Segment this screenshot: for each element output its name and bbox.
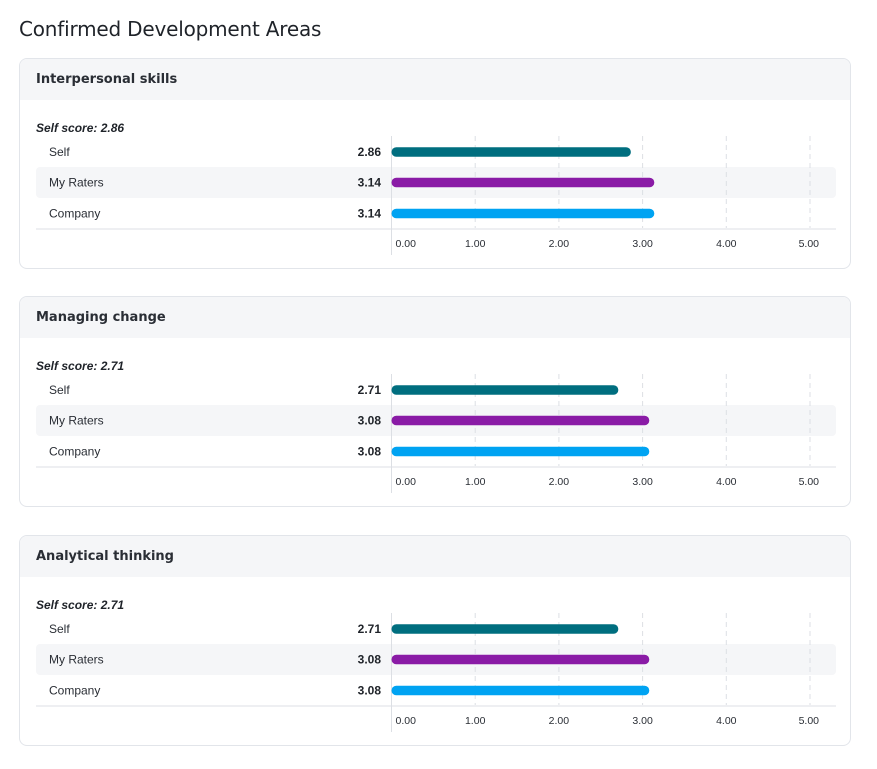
self-score-label: Self score: 2.71 — [36, 359, 124, 373]
tick-label: 4.00 — [716, 476, 737, 488]
row-value: 3.14 — [358, 207, 382, 221]
tick-label: 3.00 — [632, 238, 653, 250]
bar-company — [391, 685, 650, 696]
tick-label: 2.00 — [549, 238, 570, 250]
tick-label: 5.00 — [799, 715, 820, 727]
card-title: Managing change — [20, 297, 850, 338]
bar-self — [391, 147, 631, 157]
row-label: Company — [49, 684, 100, 698]
bar-company — [391, 446, 650, 457]
bar-company — [391, 208, 655, 219]
row-value: 3.08 — [358, 445, 382, 459]
tick-label: 1.00 — [465, 715, 486, 727]
bar-my-raters — [391, 415, 650, 426]
self-score-label: Self score: 2.86 — [36, 121, 124, 135]
score-chart: Self score: 2.71 Self 2.71 My Raters 3.08 Com… — [20, 338, 850, 506]
row-value: 3.08 — [358, 684, 382, 698]
row-label: My Raters — [49, 176, 104, 190]
score-chart-svg: Self score: 2.71 Self 2.71 My Raters 3.08 Com… — [36, 598, 836, 732]
row-value: 2.71 — [358, 383, 382, 397]
row-label: My Raters — [49, 414, 104, 428]
tick-label: 3.00 — [632, 476, 653, 488]
row-label: Company — [49, 207, 100, 221]
page-title: Confirmed Development Areas — [19, 17, 322, 41]
score-chart: Self score: 2.86 Self 2.86 My Raters 3.14 Com… — [20, 100, 850, 268]
tick-label: 2.00 — [549, 715, 570, 727]
row-label: Self — [49, 145, 70, 159]
development-area-card: Managing change Self score: 2.71 Self 2.71… — [19, 296, 851, 507]
row-label: My Raters — [49, 653, 104, 667]
tick-label: 0.00 — [396, 476, 417, 488]
bar-my-raters — [391, 654, 650, 665]
row-value: 2.71 — [358, 622, 382, 636]
tick-label: 5.00 — [799, 238, 820, 250]
self-score-label: Self score: 2.71 — [36, 598, 124, 612]
card-title: Interpersonal skills — [20, 59, 850, 100]
row-label: Self — [49, 383, 70, 397]
card-title: Analytical thinking — [20, 536, 850, 577]
bar-self — [391, 385, 619, 395]
row-label: Self — [49, 622, 70, 636]
development-area-card: Analytical thinking Self score: 2.71 Self… — [19, 535, 851, 746]
tick-label: 0.00 — [396, 238, 417, 250]
tick-label: 0.00 — [396, 715, 417, 727]
tick-label: 5.00 — [799, 476, 820, 488]
tick-label: 4.00 — [716, 715, 737, 727]
tick-label: 4.00 — [716, 238, 737, 250]
tick-label: 1.00 — [465, 476, 486, 488]
row-value: 3.08 — [358, 414, 382, 428]
score-chart-svg: Self score: 2.71 Self 2.71 My Raters 3.08 Com… — [36, 359, 836, 493]
row-value: 3.08 — [358, 653, 382, 667]
bar-my-raters — [391, 177, 655, 188]
tick-label: 1.00 — [465, 238, 486, 250]
score-chart: Self score: 2.71 Self 2.71 My Raters 3.08 Com… — [20, 577, 850, 745]
tick-label: 2.00 — [549, 476, 570, 488]
tick-label: 3.00 — [632, 715, 653, 727]
row-value: 3.14 — [358, 176, 382, 190]
score-chart-svg: Self score: 2.86 Self 2.86 My Raters 3.14 Com… — [36, 121, 836, 255]
row-label: Company — [49, 445, 100, 459]
bar-self — [391, 624, 619, 634]
development-area-card: Interpersonal skills Self score: 2.86 Sel… — [19, 58, 851, 269]
row-value: 2.86 — [358, 145, 382, 159]
